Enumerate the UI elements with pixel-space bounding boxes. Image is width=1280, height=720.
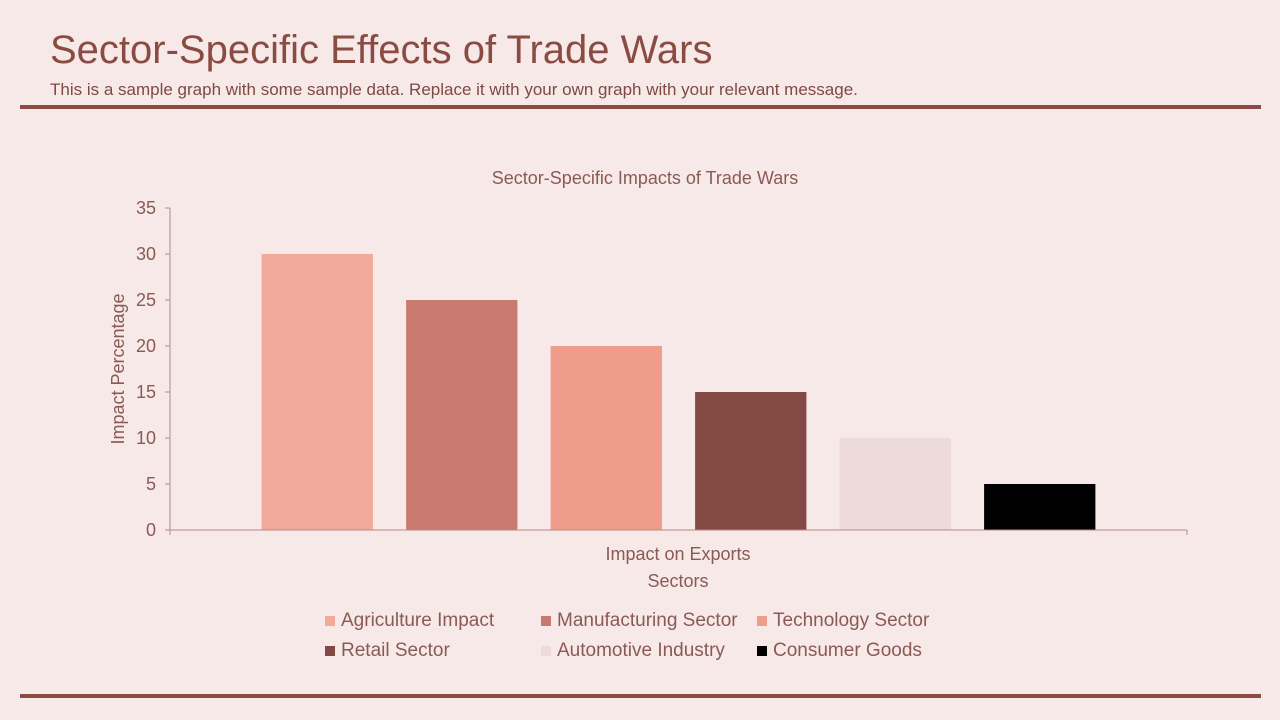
slide-subtitle: This is a sample graph with some sample … <box>50 80 858 99</box>
legend-swatch <box>757 616 767 626</box>
bars <box>261 254 1096 530</box>
bar <box>406 300 518 530</box>
legend-item: Retail Sector <box>325 640 541 662</box>
chart-legend: Agriculture Impact Manufacturing Sector Te… <box>325 610 965 662</box>
legend-label: Consumer Goods <box>773 640 922 661</box>
slide-title: Sector-Specific Effects of Trade Wars <box>50 28 713 72</box>
legend-label: Manufacturing Sector <box>557 610 738 631</box>
bottom-divider <box>20 694 1261 698</box>
bar <box>550 346 662 530</box>
bar <box>839 438 951 530</box>
legend-label: Retail Sector <box>341 640 450 661</box>
y-tick-label: 20 <box>136 336 156 356</box>
y-tick-label: 5 <box>146 474 156 494</box>
y-tick-label: 0 <box>146 520 156 540</box>
y-tick-label: 30 <box>136 244 156 264</box>
legend-item: Consumer Goods <box>757 640 965 662</box>
legend-label: Technology Sector <box>773 610 930 631</box>
bar <box>261 254 373 530</box>
bar <box>984 484 1096 530</box>
legend-item: Technology Sector <box>757 610 965 632</box>
x-axis-label: Sectors <box>647 571 708 591</box>
y-axis: 0 5 10 15 20 25 30 35 <box>136 198 171 540</box>
bar <box>695 392 807 530</box>
y-axis-label: Impact Percentage <box>108 293 128 444</box>
legend-label: Agriculture Impact <box>341 610 495 631</box>
y-tick-label: 15 <box>136 382 156 402</box>
chart-title: Sector-Specific Impacts of Trade Wars <box>492 168 798 188</box>
y-tick-label: 35 <box>136 198 156 218</box>
legend-item: Automotive Industry <box>541 640 757 662</box>
legend-swatch <box>757 646 767 656</box>
legend-swatch <box>325 616 335 626</box>
legend-swatch <box>541 616 551 626</box>
legend-item: Agriculture Impact <box>325 610 541 632</box>
top-divider <box>20 105 1261 109</box>
x-category-label: Impact on Exports <box>605 544 750 564</box>
y-tick-label: 10 <box>136 428 156 448</box>
legend-label: Automotive Industry <box>557 640 725 661</box>
x-axis <box>169 529 1188 535</box>
y-tick-label: 25 <box>136 290 156 310</box>
legend-swatch <box>541 646 551 656</box>
legend-item: Manufacturing Sector <box>541 610 757 632</box>
legend-swatch <box>325 646 335 656</box>
